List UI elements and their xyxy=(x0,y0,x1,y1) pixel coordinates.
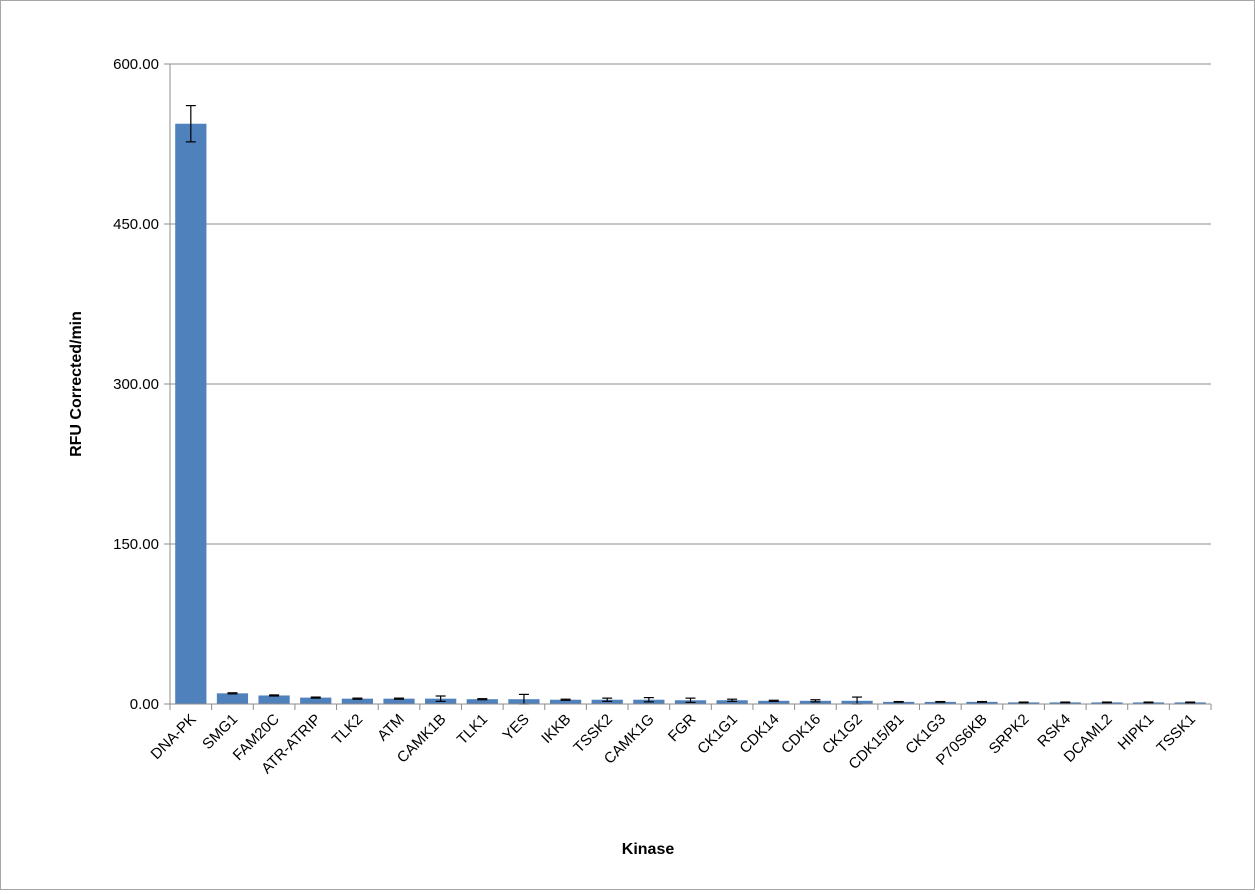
error-bar xyxy=(685,697,696,704)
bar xyxy=(549,699,582,704)
bar xyxy=(758,700,790,704)
error-bar xyxy=(227,692,238,695)
y-tick-label: 150.00 xyxy=(113,536,159,553)
error-bar xyxy=(352,697,363,700)
x-tick-label: TLK2 xyxy=(329,711,366,748)
y-tick-label: 450.00 xyxy=(113,216,159,233)
error-bar xyxy=(1018,701,1029,704)
error-bar xyxy=(269,694,280,697)
bar xyxy=(466,699,498,704)
error-bar xyxy=(1101,701,1112,704)
error-bar xyxy=(893,700,904,703)
error-bar xyxy=(477,698,488,701)
axes xyxy=(169,64,1212,710)
x-tick-label: DNA-PK xyxy=(148,711,200,763)
error-bar xyxy=(727,698,738,702)
y-tick-label: 600.00 xyxy=(113,56,159,73)
x-tick-label: CDK16 xyxy=(778,711,824,757)
bar xyxy=(924,701,956,704)
error-bars xyxy=(185,104,1196,705)
y-axis-title: RFU Corrected/min xyxy=(68,311,85,457)
y-tick-label: 300.00 xyxy=(113,376,159,393)
bar xyxy=(716,700,748,704)
error-bar xyxy=(643,696,654,703)
error-bar xyxy=(185,104,196,143)
bar xyxy=(216,693,249,704)
x-tick-label: IKKB xyxy=(538,711,574,747)
bar xyxy=(300,697,332,704)
x-axis-title: Kinase xyxy=(622,841,675,858)
error-bar xyxy=(560,698,571,701)
error-bar xyxy=(810,699,821,703)
bar xyxy=(383,698,415,704)
error-bar xyxy=(1185,701,1196,704)
x-tick-label: FGR xyxy=(665,711,700,746)
x-tick-label: CK1G1 xyxy=(694,711,741,758)
error-bar xyxy=(976,700,987,703)
error-bar xyxy=(1143,701,1154,704)
x-tick-label: YES xyxy=(500,711,533,744)
error-bar xyxy=(935,700,946,703)
x-tick-label: HIPK1 xyxy=(1115,711,1158,754)
bar xyxy=(258,695,290,704)
bar xyxy=(175,123,207,704)
x-tick-label: SRPK2 xyxy=(986,711,1033,758)
bar xyxy=(883,701,915,704)
x-tick-label: ATM xyxy=(374,711,408,745)
error-bar xyxy=(394,697,405,700)
error-bar xyxy=(602,697,613,702)
y-tick-label: 0.00 xyxy=(130,696,159,713)
bar xyxy=(341,698,373,704)
error-bar xyxy=(768,699,779,702)
x-tick-label: RSK4 xyxy=(1034,711,1074,751)
bar xyxy=(966,701,998,704)
y-axis-tick-labels: 0.00 150.00 300.00 450.00 600.00 xyxy=(113,56,159,713)
error-bar xyxy=(310,696,321,699)
x-tick-label: TSSK1 xyxy=(1153,711,1199,757)
gridlines xyxy=(164,63,1211,705)
bars xyxy=(175,123,1206,704)
x-tick-label: CDK14 xyxy=(736,711,782,757)
x-tick-label: TLK1 xyxy=(454,711,491,748)
error-bar xyxy=(1060,701,1071,704)
error-bar xyxy=(435,695,446,702)
